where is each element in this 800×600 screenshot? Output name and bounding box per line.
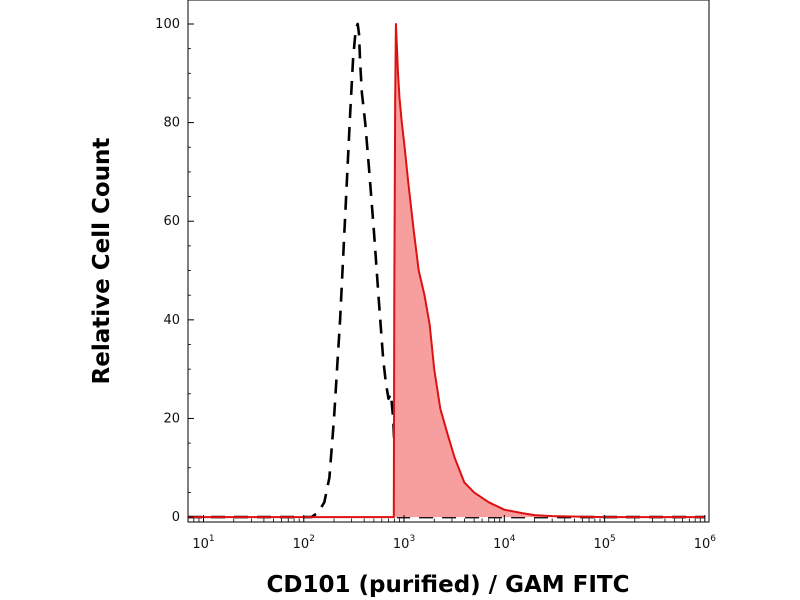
y-tick-label-80: 80 — [163, 116, 180, 131]
x-tick-exponent: 5 — [610, 534, 616, 544]
y-tick-label-60: 60 — [163, 214, 180, 229]
y-tick-label-0: 0 — [172, 510, 180, 525]
series-1-line — [188, 23, 705, 519]
y-axis-title: Relative Cell Count — [89, 138, 115, 385]
x-tick-label-4: 104 — [493, 534, 516, 552]
x-tick-exponent: 4 — [510, 534, 516, 544]
x-tick-label-1: 101 — [192, 534, 214, 552]
x-tick-label-3: 103 — [393, 534, 415, 552]
y-axis: 0 20 40 60 80 100 — [155, 17, 194, 525]
x-axis-title: CD101 (purified) / GAM FITC — [266, 572, 629, 598]
y-tick-label-20: 20 — [163, 411, 180, 426]
x-tick-label-2: 102 — [293, 534, 315, 552]
x-tick-exponent: 3 — [409, 534, 415, 544]
y-tick-label-100: 100 — [155, 17, 180, 32]
x-tick-label-6: 106 — [694, 534, 717, 552]
y-tick-label-40: 40 — [163, 313, 180, 328]
series-layer — [188, 22, 705, 519]
x-tick-exponent: 2 — [309, 534, 315, 544]
x-tick-exponent: 6 — [710, 534, 716, 544]
x-tick-exponent: 1 — [209, 534, 215, 544]
x-tick-label-5: 105 — [593, 534, 615, 552]
